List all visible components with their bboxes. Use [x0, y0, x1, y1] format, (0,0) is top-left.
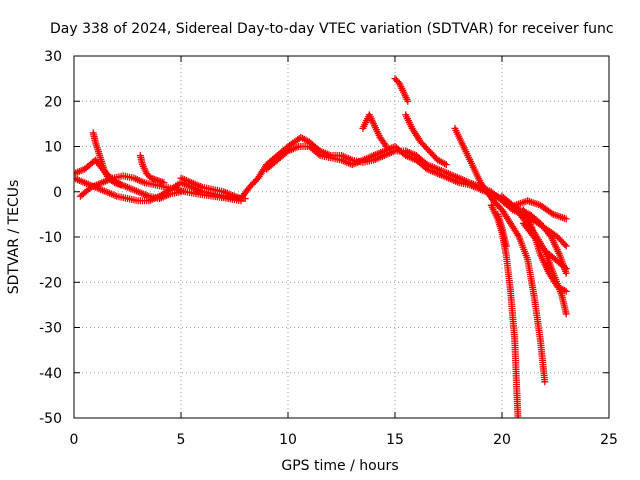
series-arc-d — [89, 129, 125, 189]
y-tick-label: -50 — [39, 411, 62, 427]
y-tick-label: 10 — [44, 140, 62, 156]
data-point — [562, 242, 570, 250]
y-tick-label: 30 — [44, 49, 62, 65]
series-arc-e — [136, 152, 168, 187]
y-axis-label: SDTVAR / TECUs — [6, 180, 22, 295]
data-point — [381, 141, 389, 149]
y-tick-label: -40 — [39, 366, 62, 382]
series-arc-u — [494, 210, 510, 250]
y-tick-label: -20 — [39, 275, 62, 291]
plot-frame — [73, 55, 610, 419]
data-point — [160, 179, 168, 187]
x-tick-labels: 0 5 10 15 20 25 — [70, 432, 618, 448]
x-tick-label: 10 — [279, 432, 297, 448]
series-arc-q — [511, 197, 570, 223]
chart-title: Day 338 of 2024, Sidereal Day-to-day VTE… — [50, 21, 614, 37]
data-point — [315, 150, 323, 158]
y-tick-label: -30 — [39, 321, 62, 337]
x-tick-label: 25 — [600, 432, 618, 448]
series-arc-l — [451, 124, 497, 205]
series-arc-j — [391, 75, 412, 105]
data-marks — [74, 75, 570, 418]
data-point — [502, 242, 510, 250]
series-arc-c — [74, 174, 249, 205]
x-tick-label: 15 — [386, 432, 404, 448]
series-arc-n — [489, 197, 549, 386]
x-tick-label: 0 — [70, 432, 79, 448]
data-point — [562, 287, 570, 295]
data-point — [514, 414, 522, 418]
series-arc-k — [402, 111, 450, 169]
y-tick-label: 0 — [53, 185, 62, 201]
data-point — [541, 378, 549, 386]
x-axis-label: GPS time / hours — [281, 458, 398, 474]
data-point — [382, 143, 390, 150]
data-point — [562, 215, 570, 223]
series-arc-t — [519, 219, 570, 273]
y-tick-label: 20 — [44, 94, 62, 110]
data-point — [561, 241, 569, 249]
x-tick-label: 5 — [177, 432, 186, 448]
data-point — [404, 97, 412, 105]
data-point — [562, 310, 570, 318]
y-tick-labels: -50 -40 -30 -20 -10 0 10 20 30 — [39, 49, 62, 427]
y-tick-label: -10 — [39, 230, 62, 246]
data-point — [561, 263, 569, 271]
grid — [73, 55, 610, 419]
data-point — [562, 265, 570, 273]
series-arc-f — [177, 174, 245, 203]
x-tick-label: 20 — [493, 432, 511, 448]
data-point — [117, 181, 125, 189]
series-arc-i — [359, 111, 390, 150]
data-point — [442, 161, 450, 169]
